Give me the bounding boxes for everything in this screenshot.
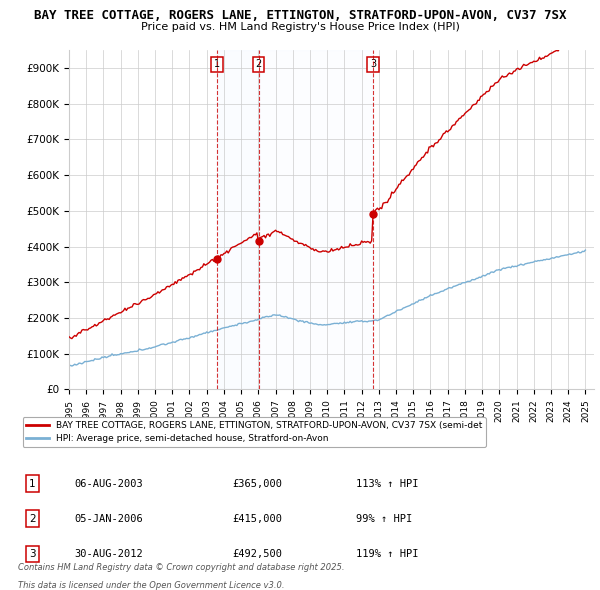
Text: Price paid vs. HM Land Registry's House Price Index (HPI): Price paid vs. HM Land Registry's House … xyxy=(140,22,460,32)
Text: 05-JAN-2006: 05-JAN-2006 xyxy=(74,514,143,523)
Text: 1: 1 xyxy=(29,478,36,489)
Text: 30-AUG-2012: 30-AUG-2012 xyxy=(74,549,143,559)
Text: 06-AUG-2003: 06-AUG-2003 xyxy=(74,478,143,489)
Text: 99% ↑ HPI: 99% ↑ HPI xyxy=(356,514,413,523)
Legend: BAY TREE COTTAGE, ROGERS LANE, ETTINGTON, STRATFORD-UPON-AVON, CV37 7SX (semi-de: BAY TREE COTTAGE, ROGERS LANE, ETTINGTON… xyxy=(23,417,486,447)
Text: 3: 3 xyxy=(370,60,376,70)
Text: £492,500: £492,500 xyxy=(232,549,283,559)
Text: 2: 2 xyxy=(29,514,36,523)
Text: 119% ↑ HPI: 119% ↑ HPI xyxy=(356,549,419,559)
Text: £365,000: £365,000 xyxy=(232,478,283,489)
Text: 113% ↑ HPI: 113% ↑ HPI xyxy=(356,478,419,489)
Bar xyxy=(217,50,259,389)
Text: 2: 2 xyxy=(256,60,262,70)
Bar xyxy=(259,50,373,389)
Text: BAY TREE COTTAGE, ROGERS LANE, ETTINGTON, STRATFORD-UPON-AVON, CV37 7SX: BAY TREE COTTAGE, ROGERS LANE, ETTINGTON… xyxy=(34,9,566,22)
Text: Contains HM Land Registry data © Crown copyright and database right 2025.: Contains HM Land Registry data © Crown c… xyxy=(18,563,344,572)
Text: £415,000: £415,000 xyxy=(232,514,283,523)
Text: 1: 1 xyxy=(214,60,220,70)
Text: This data is licensed under the Open Government Licence v3.0.: This data is licensed under the Open Gov… xyxy=(18,581,284,590)
Text: 3: 3 xyxy=(29,549,36,559)
